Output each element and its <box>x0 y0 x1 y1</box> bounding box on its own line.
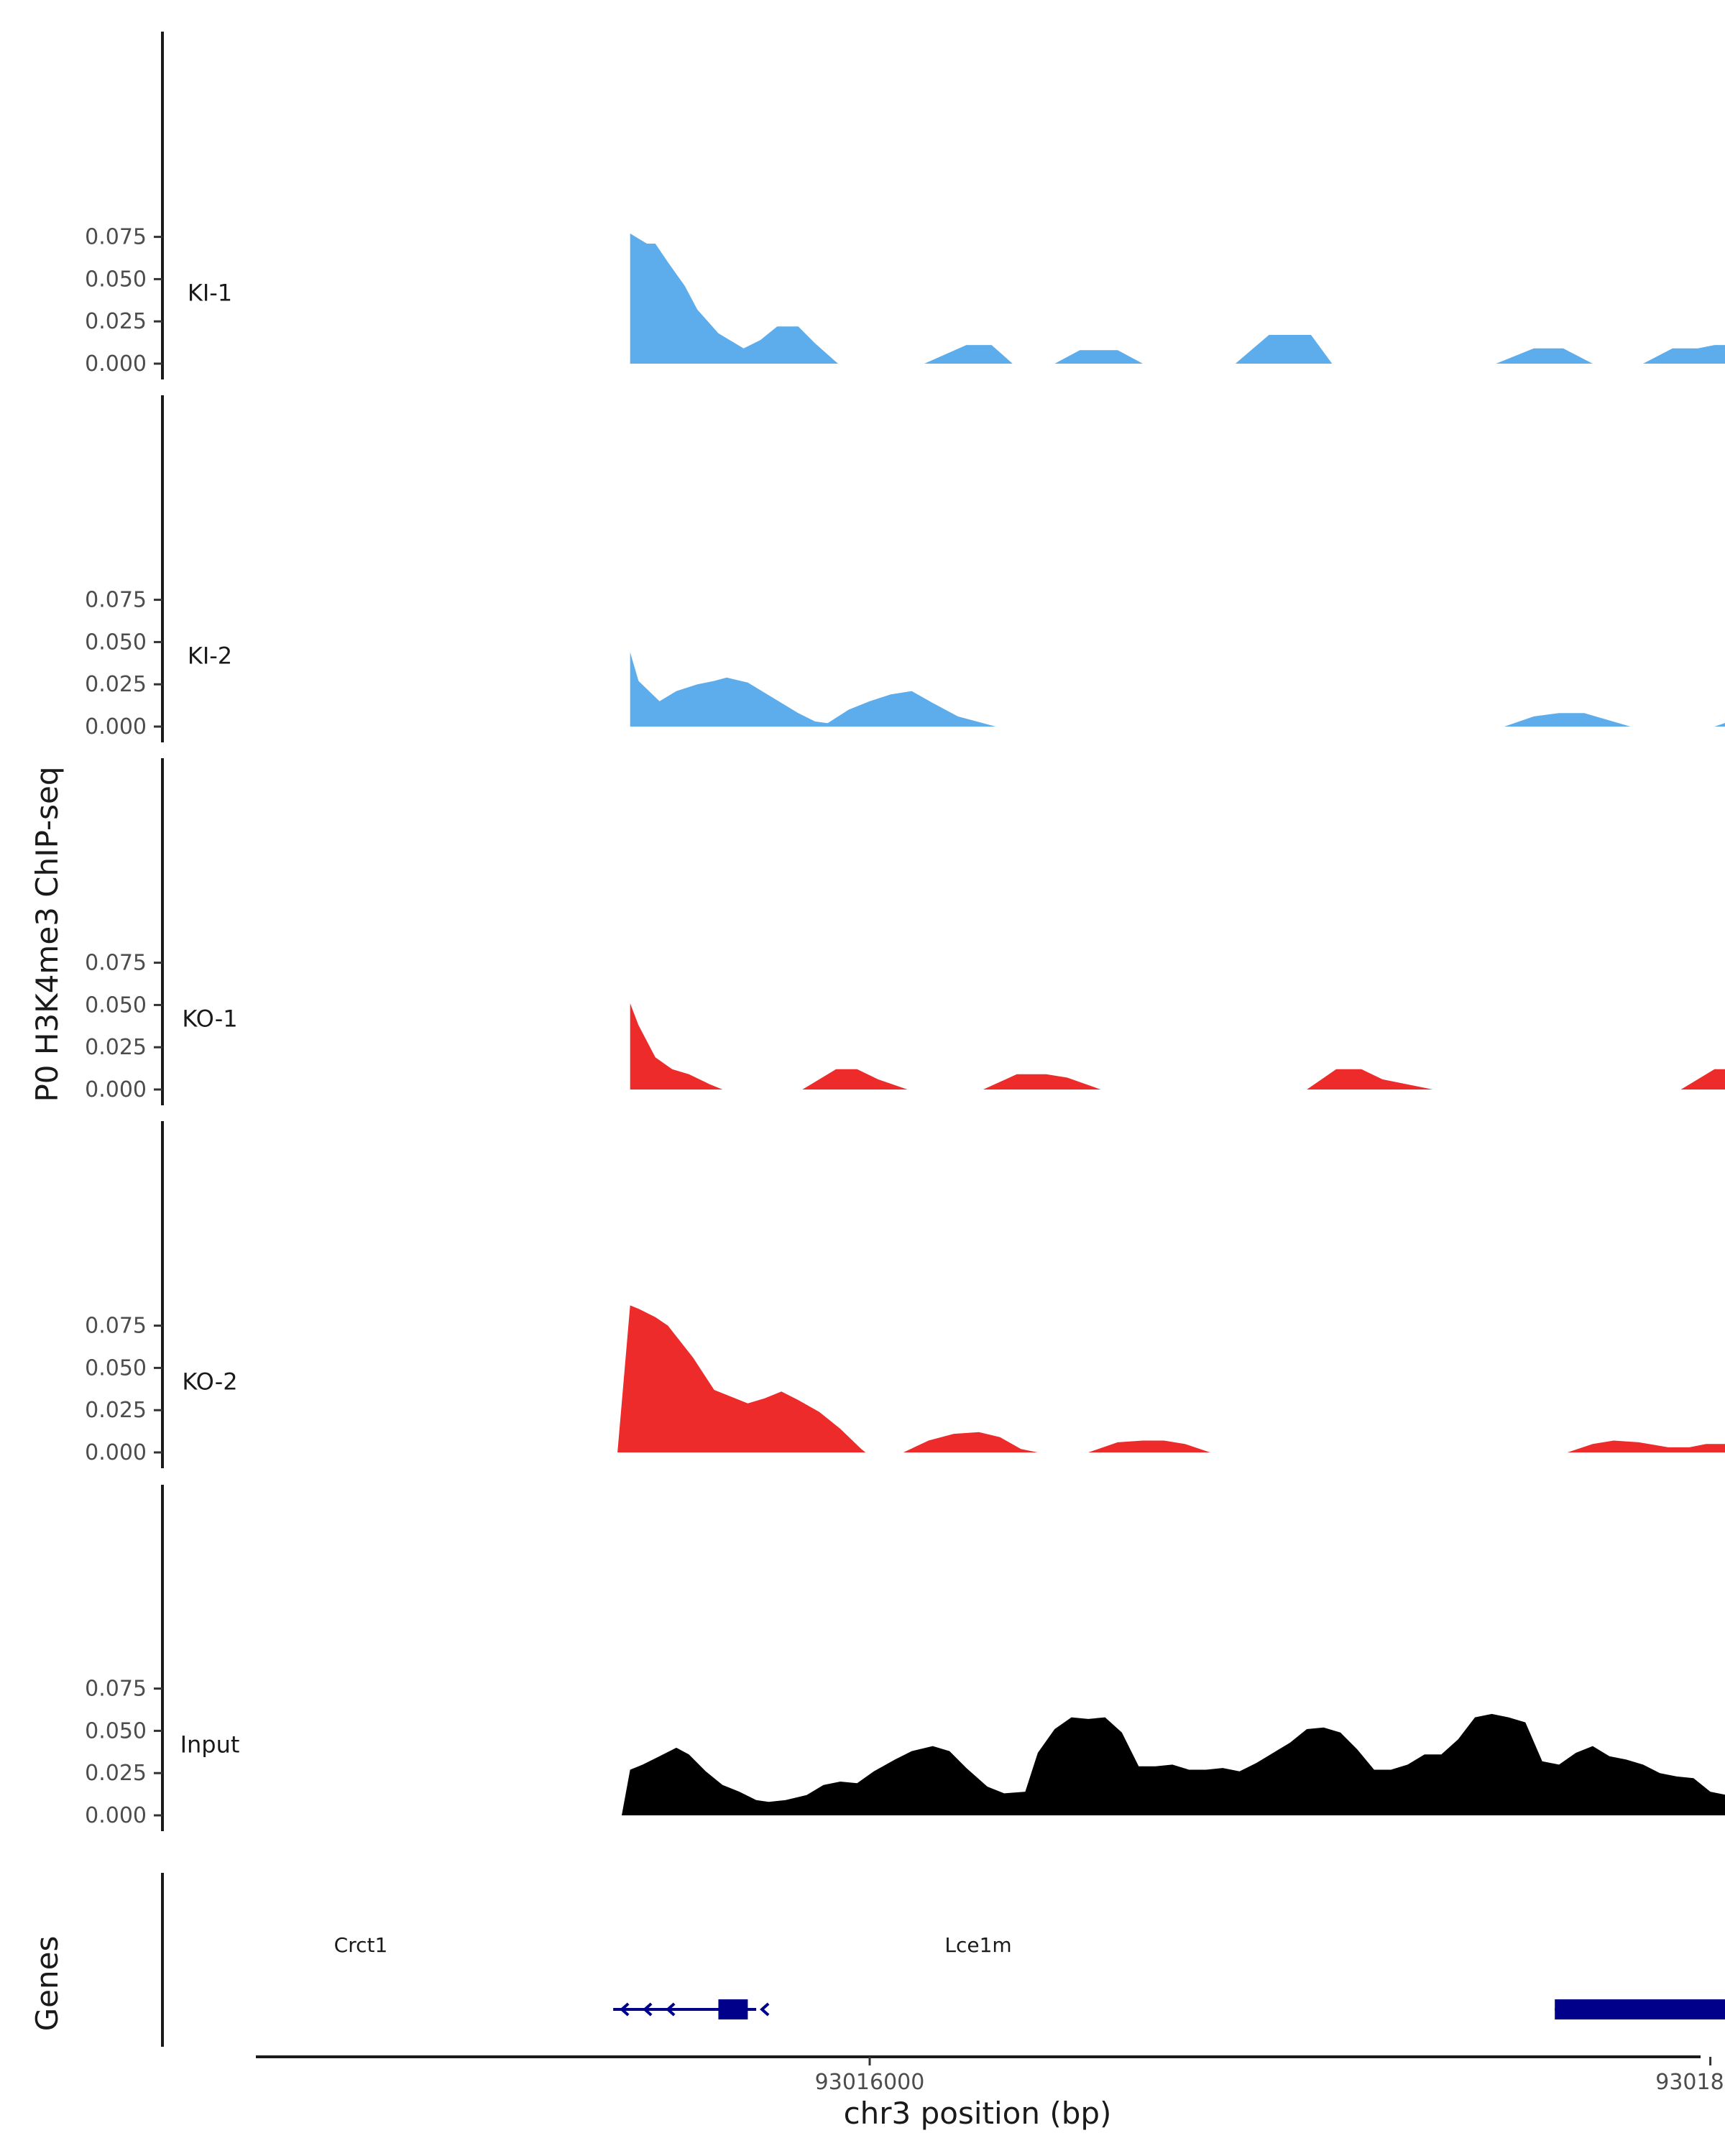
gene-label: Lce1m <box>944 1933 1011 1957</box>
gene-label: Crct1 <box>334 1933 388 1957</box>
strand-arrow-icon <box>666 2002 676 2017</box>
y-tick-label: 0.075 <box>85 951 147 976</box>
genes-layer: Crct1 Lce1m <box>161 1873 1725 2047</box>
y-tick-label: 0.050 <box>85 630 147 655</box>
signal-area <box>617 1305 866 1452</box>
y-tick-label: 0.000 <box>85 1803 147 1828</box>
track-ki-2: 0.000 0.025 0.050 0.075 KI-2 <box>85 395 1725 742</box>
signal-area <box>1567 1440 1725 1452</box>
signal-area <box>630 233 839 364</box>
signal-area <box>903 1432 1038 1452</box>
track-label: Input <box>180 1731 240 1758</box>
y-tick-label: 0.075 <box>85 588 147 613</box>
gene-exon <box>1555 1999 1725 2019</box>
y-tick-label: 0.000 <box>85 1440 147 1465</box>
y-tick-label: 0.025 <box>85 672 147 697</box>
gene-exon <box>718 1999 748 2019</box>
signal-area <box>1235 335 1333 364</box>
track-label: KI-1 <box>188 279 232 306</box>
y-tick-label: 0.025 <box>85 1398 147 1423</box>
y-tick-label: 0.025 <box>85 1035 147 1060</box>
y-tick-label: 0.050 <box>85 267 147 292</box>
x-axis: 930160009301800093020000 <box>256 2055 1725 2095</box>
signal-area <box>1504 713 1631 727</box>
genes-axis-title: Genes <box>29 1936 65 2032</box>
y-tick-label: 0.000 <box>85 714 147 740</box>
signal-area <box>1307 1069 1433 1089</box>
y-tick-label: 0.050 <box>85 1718 147 1743</box>
track-label: KI-2 <box>188 642 232 669</box>
signal-area <box>1643 345 1725 364</box>
y-tick-label: 0.075 <box>85 1314 147 1339</box>
track-ko-1: 0.000 0.025 0.050 0.075 KO-1 <box>85 758 1725 1105</box>
y-tick-label: 0.050 <box>85 1355 147 1381</box>
signal-area <box>630 1003 723 1089</box>
signal-area <box>1714 722 1725 727</box>
signal-area <box>802 1069 908 1089</box>
y-tick-label: 0.000 <box>85 1077 147 1102</box>
track-ko-2: 0.000 0.025 0.050 0.075 KO-2 <box>85 1121 1725 1468</box>
x-tick-label: 93018000 <box>1655 2070 1725 2095</box>
tracks-layer: 0.0000.0250.0500.075KI-10.0000.0250.0500… <box>85 32 1725 1831</box>
signal-area <box>1680 1069 1725 1089</box>
y-tick-label: 0.050 <box>85 992 147 1018</box>
signal-area <box>630 652 996 727</box>
signal-area <box>1088 1440 1210 1452</box>
strand-arrow-icon <box>760 2002 770 2017</box>
track-input: 0.000 0.025 0.050 0.075 Input <box>85 1485 1725 1831</box>
strand-arrow-icon <box>620 2002 630 2017</box>
signal-area <box>622 1713 1725 1815</box>
x-axis-title: chr3 position (bp) <box>844 2096 1112 2131</box>
track-label: KO-2 <box>182 1368 237 1395</box>
strand-arrow-icon <box>643 2002 653 2017</box>
gene-crct1: Crct1 <box>334 1933 770 2019</box>
y-axis-title: P0 H3K4me3 ChIP-seq <box>29 766 65 1102</box>
y-tick-label: 0.075 <box>85 1677 147 1702</box>
x-tick-label: 93016000 <box>815 2070 925 2095</box>
gene-lce1m: Lce1m <box>944 1933 1725 2019</box>
y-tick-label: 0.075 <box>85 225 147 250</box>
signal-area <box>1496 348 1593 364</box>
signal-area <box>924 345 1013 364</box>
signal-area <box>983 1074 1101 1089</box>
track-label: KO-1 <box>182 1005 237 1032</box>
y-tick-label: 0.025 <box>85 1761 147 1786</box>
y-tick-label: 0.025 <box>85 309 147 334</box>
track-ki-1: 0.000 0.025 0.050 0.075 KI-1 <box>85 32 1725 379</box>
y-tick-label: 0.000 <box>85 351 147 377</box>
signal-area <box>1054 350 1144 364</box>
